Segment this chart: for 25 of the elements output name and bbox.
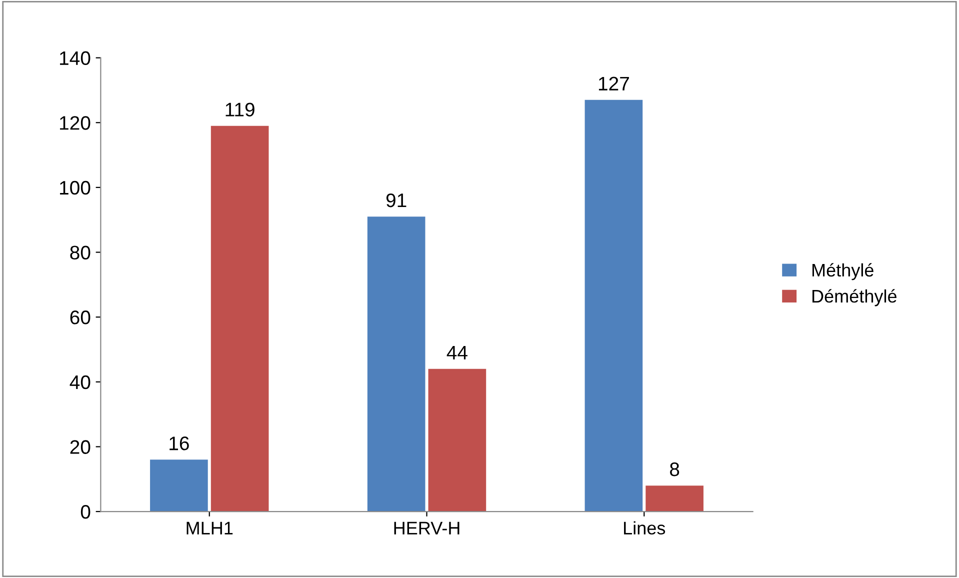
data-label: 16 [170,436,189,450]
y-tick-label: 80 [70,246,90,260]
x-tick-label: Lines [624,521,666,535]
data-label: 44 [446,346,468,360]
data-label: 8 [670,462,680,476]
bar [150,460,208,512]
y-tick-label: 100 [60,180,90,195]
y-tick-label: 40 [70,375,90,390]
data-label: 119 [226,102,254,116]
bar [367,216,426,512]
legend-label: Déméthylé [812,289,896,306]
y-tick-label: 20 [70,440,90,454]
y-tick-label: 140 [60,51,90,66]
x-tick-label: MLH1 [186,522,233,534]
legend-label: Méthylé [812,263,874,280]
bar [646,486,704,512]
y-tick-label: 60 [70,310,90,324]
data-label: 91 [386,193,406,208]
y-tick-label: 120 [60,116,90,130]
y-tick-label: 0 [80,505,90,519]
x-tick-label: HERV-H [394,522,460,534]
bar [428,368,486,512]
bar [584,100,643,512]
data-label: 127 [598,76,629,90]
bar [210,126,269,512]
